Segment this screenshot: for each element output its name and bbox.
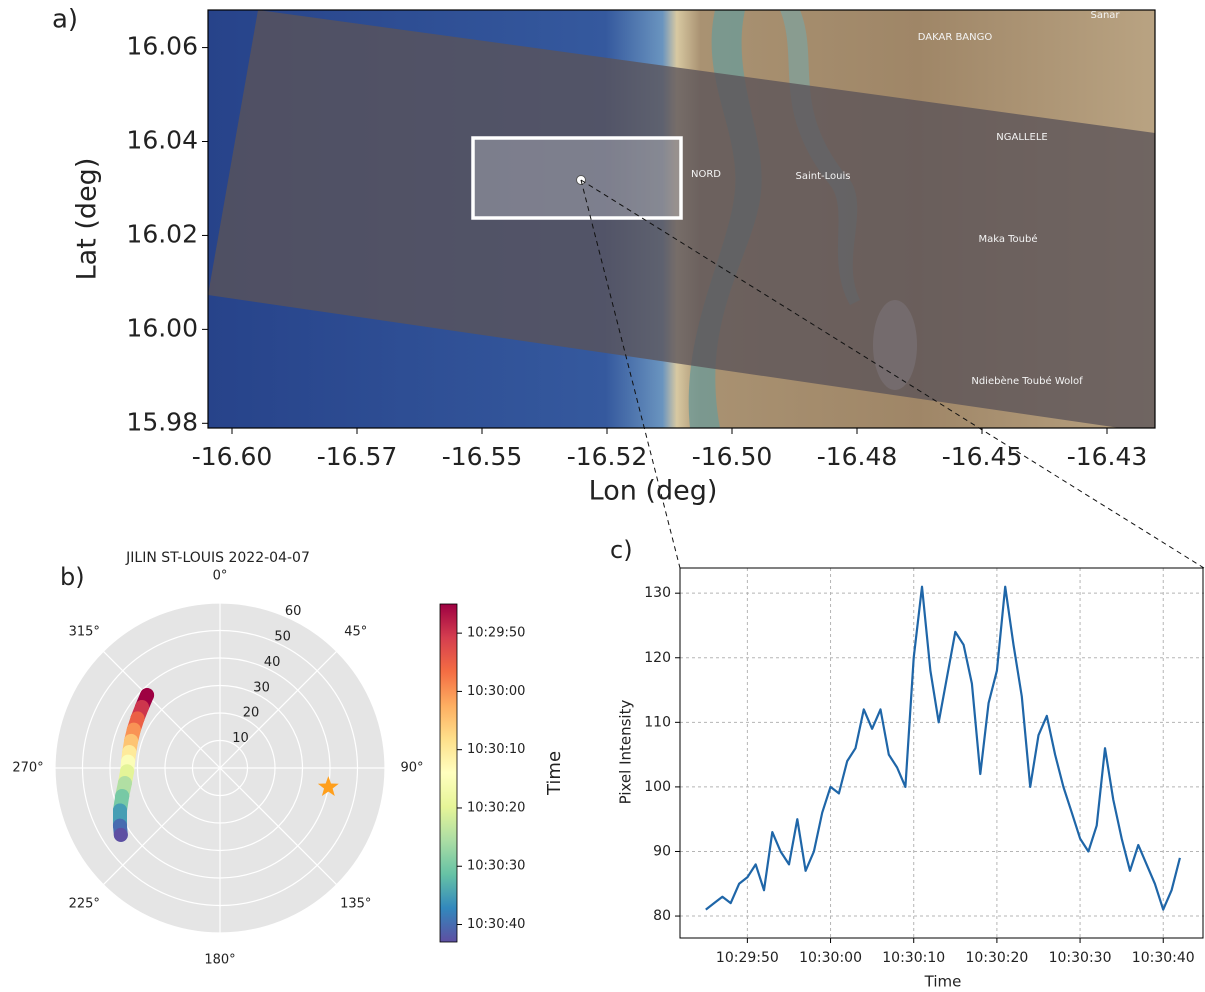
theta-tick-label: 315° (69, 625, 100, 640)
theta-tick-label: 0° (213, 569, 228, 584)
theta-tick-label: 180° (204, 953, 235, 968)
x-tick-label: 10:30:20 (965, 950, 1028, 966)
x-tick-label: -16.43 (1067, 442, 1148, 471)
place-label: Maka Toubé (978, 233, 1037, 245)
track-point (130, 711, 145, 726)
place-label: DAKAR BANGO (918, 32, 993, 43)
theta-tick-label: 90° (400, 761, 423, 776)
star-marker (317, 776, 339, 797)
y-tick-label: 16.00 (126, 313, 198, 342)
line-series (705, 585, 1181, 911)
grid-spoke (219, 767, 338, 886)
x-tick-label: -16.55 (442, 442, 523, 471)
colorbar-tick-label: 10:29:50 (467, 626, 525, 641)
x-tick-label: 10:30:40 (1132, 950, 1195, 966)
track-point (115, 789, 130, 804)
zoom-line (580, 179, 681, 569)
y-tick-label: 100 (644, 779, 671, 795)
y-tick-label: 15.98 (126, 407, 198, 436)
r-tick-label: 30 (253, 680, 270, 695)
x-tick-label: 10:30:30 (1049, 950, 1112, 966)
track-point (124, 733, 139, 748)
r-tick-label: 40 (264, 655, 281, 670)
r-tick-label: 60 (285, 604, 302, 619)
y-axis-label: Lat (deg) (72, 158, 103, 281)
plot-frame (679, 567, 1204, 939)
r-tick-label: 50 (274, 629, 291, 644)
y-tick-label: 90 (653, 843, 671, 859)
y-axis-label: Pixel Intensity (617, 700, 635, 805)
x-axis-label: Lon (deg) (589, 476, 718, 507)
x-tick-label: -16.60 (192, 442, 273, 471)
grid-spoke (102, 767, 221, 886)
place-label: NGALLELE (996, 132, 1047, 143)
x-tick-label: -16.48 (817, 442, 898, 471)
x-tick-label: -16.57 (317, 442, 398, 471)
panel-label: c) (610, 536, 633, 564)
y-tick-label: 16.02 (126, 219, 198, 248)
y-tick-label: 16.04 (126, 126, 198, 155)
track-point (113, 827, 128, 842)
y-tick-label: 110 (644, 714, 671, 730)
track-point (120, 764, 135, 779)
place-label: NORD (691, 169, 721, 180)
y-tick-label: 80 (653, 908, 671, 924)
x-tick-label: 10:30:10 (882, 950, 945, 966)
r-tick-label: 20 (243, 706, 260, 721)
place-label: Saint-Louis (796, 171, 851, 182)
colorbar-label: Time (544, 751, 565, 796)
y-tick-label: 16.06 (126, 32, 198, 61)
colorbar-tick-label: 10:30:40 (467, 917, 525, 932)
x-tick-label: 10:30:00 (799, 950, 862, 966)
place-label: Sanar (1090, 10, 1120, 21)
chart-title: JILIN ST-LOUIS 2022-04-07 (125, 550, 310, 566)
x-tick-label: -16.45 (942, 442, 1023, 471)
map-frame (207, 9, 1156, 429)
track-point (117, 776, 132, 791)
colorbar-tick-label: 10:30:20 (467, 800, 525, 815)
colorbar-tick-label: 10:30:10 (467, 742, 525, 757)
x-tick-label: -16.52 (567, 442, 648, 471)
x-tick-label: -16.50 (692, 442, 773, 471)
theta-tick-label: 270° (12, 761, 43, 776)
theta-tick-label: 45° (344, 625, 367, 640)
place-label: Ndiebène Toubé Wolof (971, 375, 1083, 387)
x-tick-label: 10:29:50 (716, 950, 779, 966)
panel-label: a) (52, 5, 78, 35)
colorbar-tick-label: 10:30:00 (467, 684, 525, 699)
y-tick-label: 120 (644, 650, 671, 666)
track-point (126, 722, 141, 737)
grid-spoke (102, 650, 221, 769)
track-point (134, 700, 149, 715)
theta-tick-label: 225° (69, 896, 100, 911)
track-point (113, 803, 128, 818)
x-axis-label: Time (924, 973, 962, 991)
grid-spoke (219, 650, 338, 769)
track-point (140, 688, 155, 703)
y-tick-label: 130 (644, 585, 671, 601)
theta-tick-label: 135° (340, 896, 371, 911)
map-image (208, 10, 1155, 428)
colorbar (439, 603, 458, 943)
colorbar-tick-label: 10:30:30 (467, 859, 525, 874)
r-tick-label: 10 (232, 731, 249, 746)
panel-label: b) (60, 563, 85, 591)
